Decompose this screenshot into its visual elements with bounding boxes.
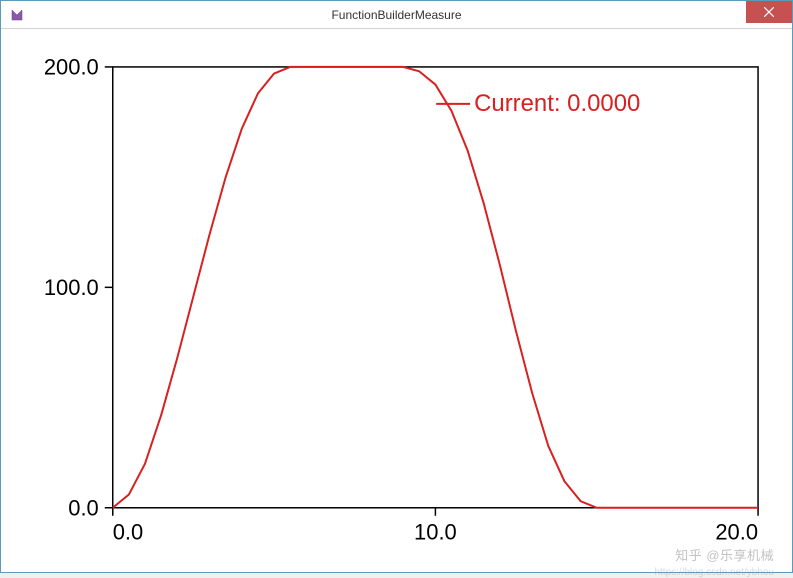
svg-text:10.0: 10.0 [414,520,457,545]
legend-value: 0.0000 [567,90,640,117]
legend: Current: 0.0000 [474,90,640,117]
titlebar: FunctionBuilderMeasure [1,1,792,29]
app-window: FunctionBuilderMeasure 0.0 10.0 20.0 0.0 100… [0,0,793,573]
chart-container: 0.010.020.00.0100.0200.0Current: 0.0000 … [1,29,792,572]
svg-text:100.0: 100.0 [44,275,99,300]
close-button[interactable] [746,1,792,23]
line-chart: 0.0 10.0 20.0 0.0 100.0 200.0 Current: 0.0000 [15,39,778,558]
svg-text:20.0: 20.0 [715,520,758,545]
app-icon [9,7,25,23]
window-title: FunctionBuilderMeasure [331,8,461,22]
legend-label: Current: [474,90,567,117]
svg-text:200.0: 200.0 [44,55,99,80]
svg-text:0.0: 0.0 [113,520,144,545]
svg-text:0.0: 0.0 [68,496,99,521]
close-icon [764,7,774,17]
